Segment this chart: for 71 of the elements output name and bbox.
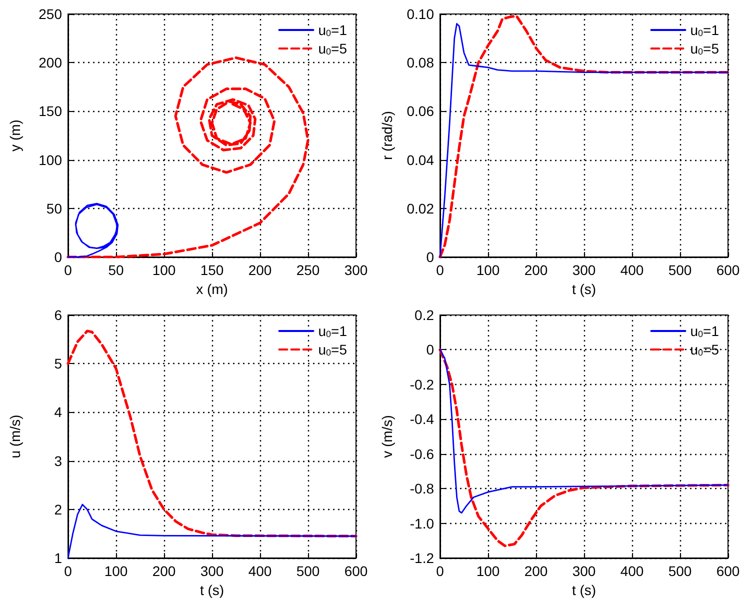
x-tick-label: 600 [716,262,740,278]
y-tick-label: 0.02 [406,200,434,216]
x-tick-label: 250 [296,262,320,278]
x-axis-title: t (s) [572,582,596,598]
y-tick-label: 0.10 [406,6,434,22]
x-tick-label: 100 [476,262,500,278]
x-tick-label: 150 [200,262,224,278]
x-tick-label: 400 [248,563,272,579]
y-tick-label: 0.08 [406,54,434,71]
y-tick-label: 250 [38,6,62,22]
y-axis-title: r (rad/s) [379,111,395,160]
line-series [67,202,119,258]
y-tick-label: 150 [38,103,62,120]
y-tick-label: -0.8 [410,480,434,497]
x-tick-label: 200 [524,262,548,278]
x-tick-label: 0 [64,563,72,579]
y-axis-title: y (m) [7,120,23,152]
y-tick-label: 0.04 [406,152,434,168]
legend-label: u0=1 [690,22,720,38]
legend-label: u0=1 [690,323,720,339]
y-tick-label: -0.2 [410,376,434,392]
legend-label: u0=5 [318,342,348,358]
x-tick-label: 200 [524,563,548,579]
x-axis-title: t (s) [200,582,224,598]
y-tick-label: 1 [54,550,62,566]
x-tick-label: 50 [108,262,124,278]
y-tick-label: 4 [54,404,62,420]
x-tick-label: 0 [64,262,72,278]
x-tick-label: 400 [620,563,644,579]
x-tick-label: 0 [436,563,444,579]
y-tick-label: 3 [54,452,62,469]
y-tick-label: 50 [46,200,62,216]
x-tick-label: 500 [296,563,320,579]
y-tick-label: 100 [38,152,62,168]
y-tick-label: -0.6 [410,446,434,462]
x-axis-title: x (m) [196,280,228,297]
y-tick-label: 0 [426,249,434,265]
x-tick-label: 300 [572,563,596,579]
y-tick-label: 0.06 [406,103,434,120]
y-tick-label: 200 [38,54,62,71]
y-axis-title: v (m/s) [379,415,395,458]
y-tick-label: 0 [426,342,434,358]
x-tick-label: 300 [572,262,596,278]
y-tick-label: 0.2 [414,307,434,323]
x-tick-label: 200 [248,262,272,278]
y-tick-label: 2 [54,501,62,518]
y-tick-label: 6 [54,307,62,323]
legend-label: u0=5 [318,40,348,56]
x-tick-label: 100 [152,262,176,278]
x-tick-label: 500 [668,262,692,278]
x-tick-label: 300 [200,563,224,579]
legend-label: u0=1 [318,22,348,38]
x-tick-label: 600 [716,563,740,579]
y-tick-label: -1.0 [410,515,434,532]
y-tick-label: 0 [54,249,62,265]
x-tick-label: 100 [476,563,500,579]
x-tick-label: 0 [436,262,444,278]
y-axis-title: u (m/s) [7,414,23,458]
x-tick-label: 300 [344,262,368,278]
y-tick-label: -1.2 [410,550,434,566]
line-series [66,56,310,258]
y-tick-label: 5 [54,356,62,372]
x-tick-label: 100 [104,563,128,579]
x-tick-label: 400 [620,262,644,278]
x-tick-label: 500 [668,563,692,579]
x-tick-label: 200 [152,563,176,579]
x-axis-title: t (s) [572,280,596,297]
x-tick-label: 600 [344,563,368,579]
legend-label: u0=5 [690,40,720,56]
legend-label: u0=1 [318,323,348,339]
y-tick-label: -0.4 [410,411,434,428]
